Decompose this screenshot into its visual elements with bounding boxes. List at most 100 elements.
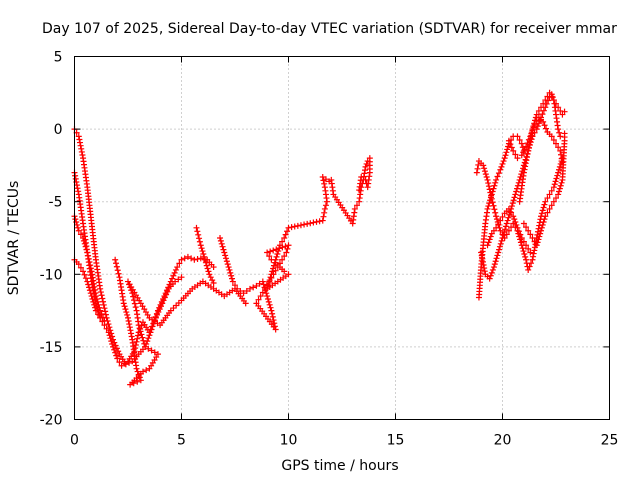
data-point: [553, 140, 559, 147]
data-point: [512, 151, 519, 158]
data-point: [548, 187, 555, 194]
data-point: [253, 300, 260, 307]
data-point: [109, 340, 116, 347]
data-point: [531, 238, 538, 245]
data-point: [102, 311, 109, 318]
data-point: [473, 169, 480, 176]
data-point: [485, 183, 492, 190]
data-point: [82, 243, 89, 250]
data-point: [511, 194, 518, 201]
y-tick-label: -10: [40, 267, 63, 283]
data-point: [281, 253, 288, 260]
data-point: [530, 250, 537, 257]
data-point: [105, 329, 112, 336]
data-point: [270, 262, 277, 269]
x-tick-label: 0: [70, 433, 79, 449]
data-point: [508, 209, 515, 216]
data-point: [535, 107, 542, 114]
data-point: [133, 338, 140, 345]
data-point: [503, 220, 510, 227]
data-point: [536, 233, 543, 240]
data-point: [501, 155, 508, 162]
data-point: [133, 365, 140, 372]
data-point: [178, 274, 185, 281]
data-point: [84, 249, 91, 256]
data-point: [83, 246, 90, 253]
data-point: [82, 275, 89, 282]
data-point: [266, 253, 273, 260]
data-point: [152, 314, 159, 321]
data-point: [283, 249, 290, 256]
data-point: [79, 152, 86, 159]
data-point: [497, 166, 504, 173]
data-point: [157, 303, 164, 310]
data-point: [223, 255, 230, 262]
data-point: [78, 145, 85, 152]
data-point: [102, 308, 109, 315]
data-point: [556, 163, 563, 170]
data-point: [77, 231, 84, 238]
data-point: [99, 295, 106, 302]
x-tick-label: 15: [387, 433, 405, 449]
data-point: [75, 261, 82, 268]
data-point: [508, 144, 515, 151]
data-point: [202, 259, 209, 266]
data-point: [86, 258, 93, 265]
data-point: [486, 200, 493, 207]
data-point: [534, 239, 541, 246]
data-point: [546, 191, 553, 198]
data-point: [154, 351, 161, 358]
data-point: [140, 337, 147, 344]
data-point: [529, 256, 536, 263]
data-point: [80, 237, 87, 244]
data-point: [159, 300, 166, 307]
data-point: [362, 163, 369, 170]
data-point: [265, 298, 272, 305]
data-point: [544, 195, 551, 202]
data-point: [134, 332, 141, 339]
data-point: [78, 148, 85, 155]
data-point: [134, 368, 141, 375]
data-point: [76, 136, 83, 143]
data-point: [240, 290, 247, 297]
data-point: [495, 249, 502, 256]
data-point: [548, 93, 555, 100]
data-point: [137, 377, 144, 384]
data-point: [91, 301, 98, 308]
data-point: [319, 174, 326, 181]
data-point: [172, 278, 179, 285]
data-point: [491, 206, 498, 213]
data-point: [525, 245, 532, 252]
data-point: [490, 185, 497, 192]
data-point: [363, 180, 370, 187]
data-point: [501, 229, 508, 236]
data-point: [528, 130, 535, 137]
data-point: [304, 220, 311, 227]
data-point: [488, 195, 495, 202]
data-point: [322, 202, 329, 209]
data-point: [521, 250, 528, 257]
data-point: [301, 221, 308, 228]
data-point: [510, 197, 517, 204]
data-point: [558, 179, 565, 186]
data-point: [548, 133, 555, 140]
data-point: [72, 175, 79, 182]
data-point: [271, 259, 278, 266]
data-point: [229, 275, 236, 282]
data-point: [100, 298, 107, 305]
data-point: [145, 335, 152, 342]
data-point: [485, 180, 492, 187]
data-point: [111, 346, 118, 353]
data-point: [557, 133, 564, 140]
data-point: [519, 245, 526, 252]
data-point: [266, 301, 273, 308]
data-point: [77, 264, 84, 271]
data-point: [493, 176, 500, 183]
data-point: [202, 256, 209, 263]
data-point: [270, 317, 277, 324]
data-point: [542, 198, 549, 205]
data-point: [551, 181, 558, 188]
data-point: [81, 240, 88, 247]
data-point: [553, 175, 560, 182]
data-point: [502, 223, 509, 230]
